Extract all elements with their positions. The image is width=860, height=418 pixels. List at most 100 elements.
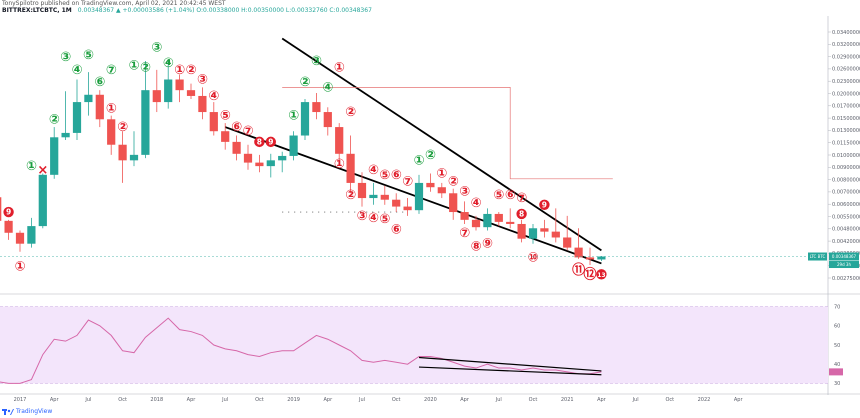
candle-body[interactable]: [414, 182, 424, 211]
price-axis-tick-label: 0.00275000: [832, 276, 860, 282]
price-pane[interactable]: ⑦89①①×②③④⑤⑥⑦①②①②③④①②③④⑤⑥⑦89①②③④①②①②③④④⑤⑤…: [0, 16, 860, 395]
time-axis-tick-label: Oct: [665, 397, 674, 403]
candle-body[interactable]: [243, 153, 253, 163]
td-count-label: ⑪: [572, 262, 585, 278]
rsi-axis-tick-label: 30: [834, 381, 840, 387]
candle-body[interactable]: [392, 199, 401, 207]
candle-body[interactable]: [300, 102, 310, 136]
td-count-label: ②: [185, 63, 196, 78]
td-count-badge: [596, 269, 607, 280]
rsi-axis-tick-label: 40: [834, 362, 840, 368]
td-count-label: ⑤: [83, 48, 94, 63]
candle-body[interactable]: [471, 219, 481, 228]
price-axis-tick-label: 0.02900000: [832, 54, 860, 60]
candle-body[interactable]: [506, 221, 515, 224]
candle-body[interactable]: [38, 174, 47, 227]
candle-body[interactable]: [278, 155, 287, 161]
td-count-label: ④: [368, 163, 379, 178]
candle-body[interactable]: [209, 112, 218, 132]
candle-body[interactable]: [232, 141, 241, 154]
candle-body[interactable]: [312, 102, 321, 113]
last-price-box: [829, 252, 859, 261]
candle-body[interactable]: [574, 247, 583, 258]
time-axis-tick-label: 2019: [287, 397, 300, 403]
candle-body[interactable]: [118, 144, 127, 161]
candle-body[interactable]: [449, 193, 458, 213]
candle-body[interactable]: [437, 187, 446, 194]
candle-body[interactable]: [84, 94, 93, 103]
wedge-trendline[interactable]: [224, 126, 602, 265]
candle-body[interactable]: [141, 90, 150, 155]
candle-body[interactable]: [483, 213, 492, 228]
candle-body[interactable]: [221, 131, 230, 142]
price-axis-tick-label: 0.00900000: [832, 165, 860, 171]
rsi-axis[interactable]: 70 60 50 40 30: [829, 304, 843, 387]
candle-body[interactable]: [129, 154, 139, 161]
time-axis-tick-label: Oct: [118, 397, 127, 403]
candle-body[interactable]: [460, 212, 469, 220]
price-axis-tick-label: 0.02000000: [832, 91, 860, 97]
td-count-label: ②: [117, 120, 128, 135]
td-count-label: ②: [299, 75, 310, 90]
candle-body[interactable]: [563, 237, 572, 248]
candle-body[interactable]: [255, 162, 264, 167]
resistance-step-line[interactable]: [282, 87, 613, 180]
rsi-pane[interactable]: [0, 306, 860, 395]
candle-body[interactable]: [4, 220, 13, 233]
price-axis[interactable]: 0.03400000 0.03200000 0.02900000 0.02600000…: [828, 30, 860, 282]
td-count-label: ①: [334, 61, 345, 76]
chart-canvas[interactable]: ⑦89①①×②③④⑤⑥⑦①②①②③④①②③④⑤⑥⑦89①②③④①②①②③④④⑤⑤…: [0, 0, 860, 406]
candle-body[interactable]: [61, 132, 70, 138]
td-count-label: ⑥: [505, 188, 516, 203]
candle-body[interactable]: [597, 256, 606, 260]
candle-body[interactable]: [346, 153, 355, 183]
candle-body[interactable]: [266, 160, 275, 167]
rsi-line[interactable]: [0, 317, 602, 384]
candle-body[interactable]: [152, 90, 161, 103]
candle-body[interactable]: [289, 135, 298, 156]
rsi-last-value-box: [829, 368, 843, 376]
td-count-label: ①: [14, 260, 25, 275]
ohlc-values: 0.00348367 ▲ +0.00003586 (+1.04%) O:0.00…: [77, 7, 372, 14]
candle-body[interactable]: [403, 206, 412, 211]
candle-body[interactable]: [540, 228, 549, 232]
time-axis[interactable]: 2017 Apr Jul Oct 2018 Apr Jul Oct 2019 Apr Jul Oct 2…: [14, 397, 744, 403]
candle-body[interactable]: [528, 228, 538, 239]
candle-body[interactable]: [15, 232, 25, 244]
rsi-axis-tick-label: 70: [834, 304, 840, 310]
candle-body[interactable]: [323, 112, 332, 128]
rsi-trendline[interactable]: [418, 366, 602, 376]
candle-body[interactable]: [380, 194, 389, 200]
candle-body[interactable]: [494, 213, 503, 222]
candle-body[interactable]: [27, 226, 36, 244]
candle-body[interactable]: [164, 79, 173, 103]
time-axis-tick-label: Apr: [460, 397, 470, 403]
candle-body[interactable]: [95, 94, 104, 120]
candle-body[interactable]: [198, 95, 207, 113]
td-count-label: ⑫: [583, 266, 596, 282]
candle-body[interactable]: [369, 194, 378, 199]
candle-body[interactable]: [50, 137, 59, 175]
price-axis-tick-label: 0.01700000: [832, 104, 860, 110]
td-count-label: ⑥: [94, 75, 105, 90]
candle-body[interactable]: [357, 182, 367, 199]
rsi-band: [0, 306, 828, 384]
series-tag-label: LTC BTC: [810, 254, 826, 259]
candle-body[interactable]: [0, 197, 2, 221]
candle-body[interactable]: [175, 79, 184, 91]
td-count-label: ③: [311, 54, 322, 69]
tradingview-footer[interactable]: TradingView: [2, 406, 122, 418]
candle-body[interactable]: [551, 231, 560, 238]
candle-body[interactable]: [72, 102, 82, 133]
candle-body[interactable]: [585, 257, 595, 260]
rsi-trendline[interactable]: [418, 356, 602, 372]
candle-body[interactable]: [335, 127, 344, 154]
candle-body[interactable]: [186, 90, 196, 96]
wedge-trendline[interactable]: [281, 37, 602, 252]
td-count-label: ⑤: [220, 109, 231, 124]
td-count-label: ⑦: [459, 226, 470, 241]
candle-body[interactable]: [517, 223, 526, 239]
time-axis-tick-label: Apr: [187, 397, 197, 403]
candle-body[interactable]: [107, 119, 116, 145]
candle-body[interactable]: [426, 182, 435, 188]
